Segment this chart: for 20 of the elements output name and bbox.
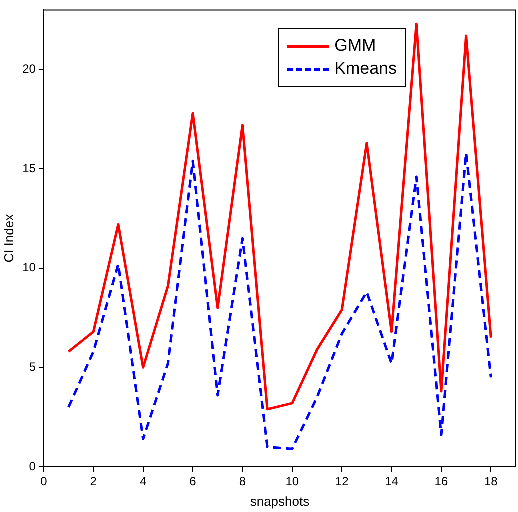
x-tick-label: 6	[190, 474, 197, 489]
x-tick-label: 14	[385, 474, 399, 489]
y-tick-label: 5	[29, 360, 36, 374]
x-tick-label: 12	[335, 474, 350, 489]
x-tick-label: 0	[40, 474, 48, 489]
y-tick-label: 20	[22, 62, 36, 76]
x-tick-label: 16	[434, 474, 448, 489]
x-tick-label: 4	[140, 474, 147, 489]
x-tick-label: 18	[484, 474, 498, 489]
x-tick-label: 8	[239, 474, 246, 489]
y-tick-label: 10	[22, 260, 36, 275]
line-series	[68, 152, 492, 450]
y-tick-label: 15	[22, 161, 36, 176]
y-axis-title: CI Index	[1, 214, 16, 263]
legend-label: GMM	[334, 36, 376, 56]
y-tick-label: 0	[29, 459, 36, 474]
x-tick-label: 10	[286, 474, 300, 489]
x-axis-title: snapshots	[250, 494, 310, 509]
legend-label: Kmeans	[334, 59, 397, 80]
x-tick-label: 2	[90, 474, 98, 489]
